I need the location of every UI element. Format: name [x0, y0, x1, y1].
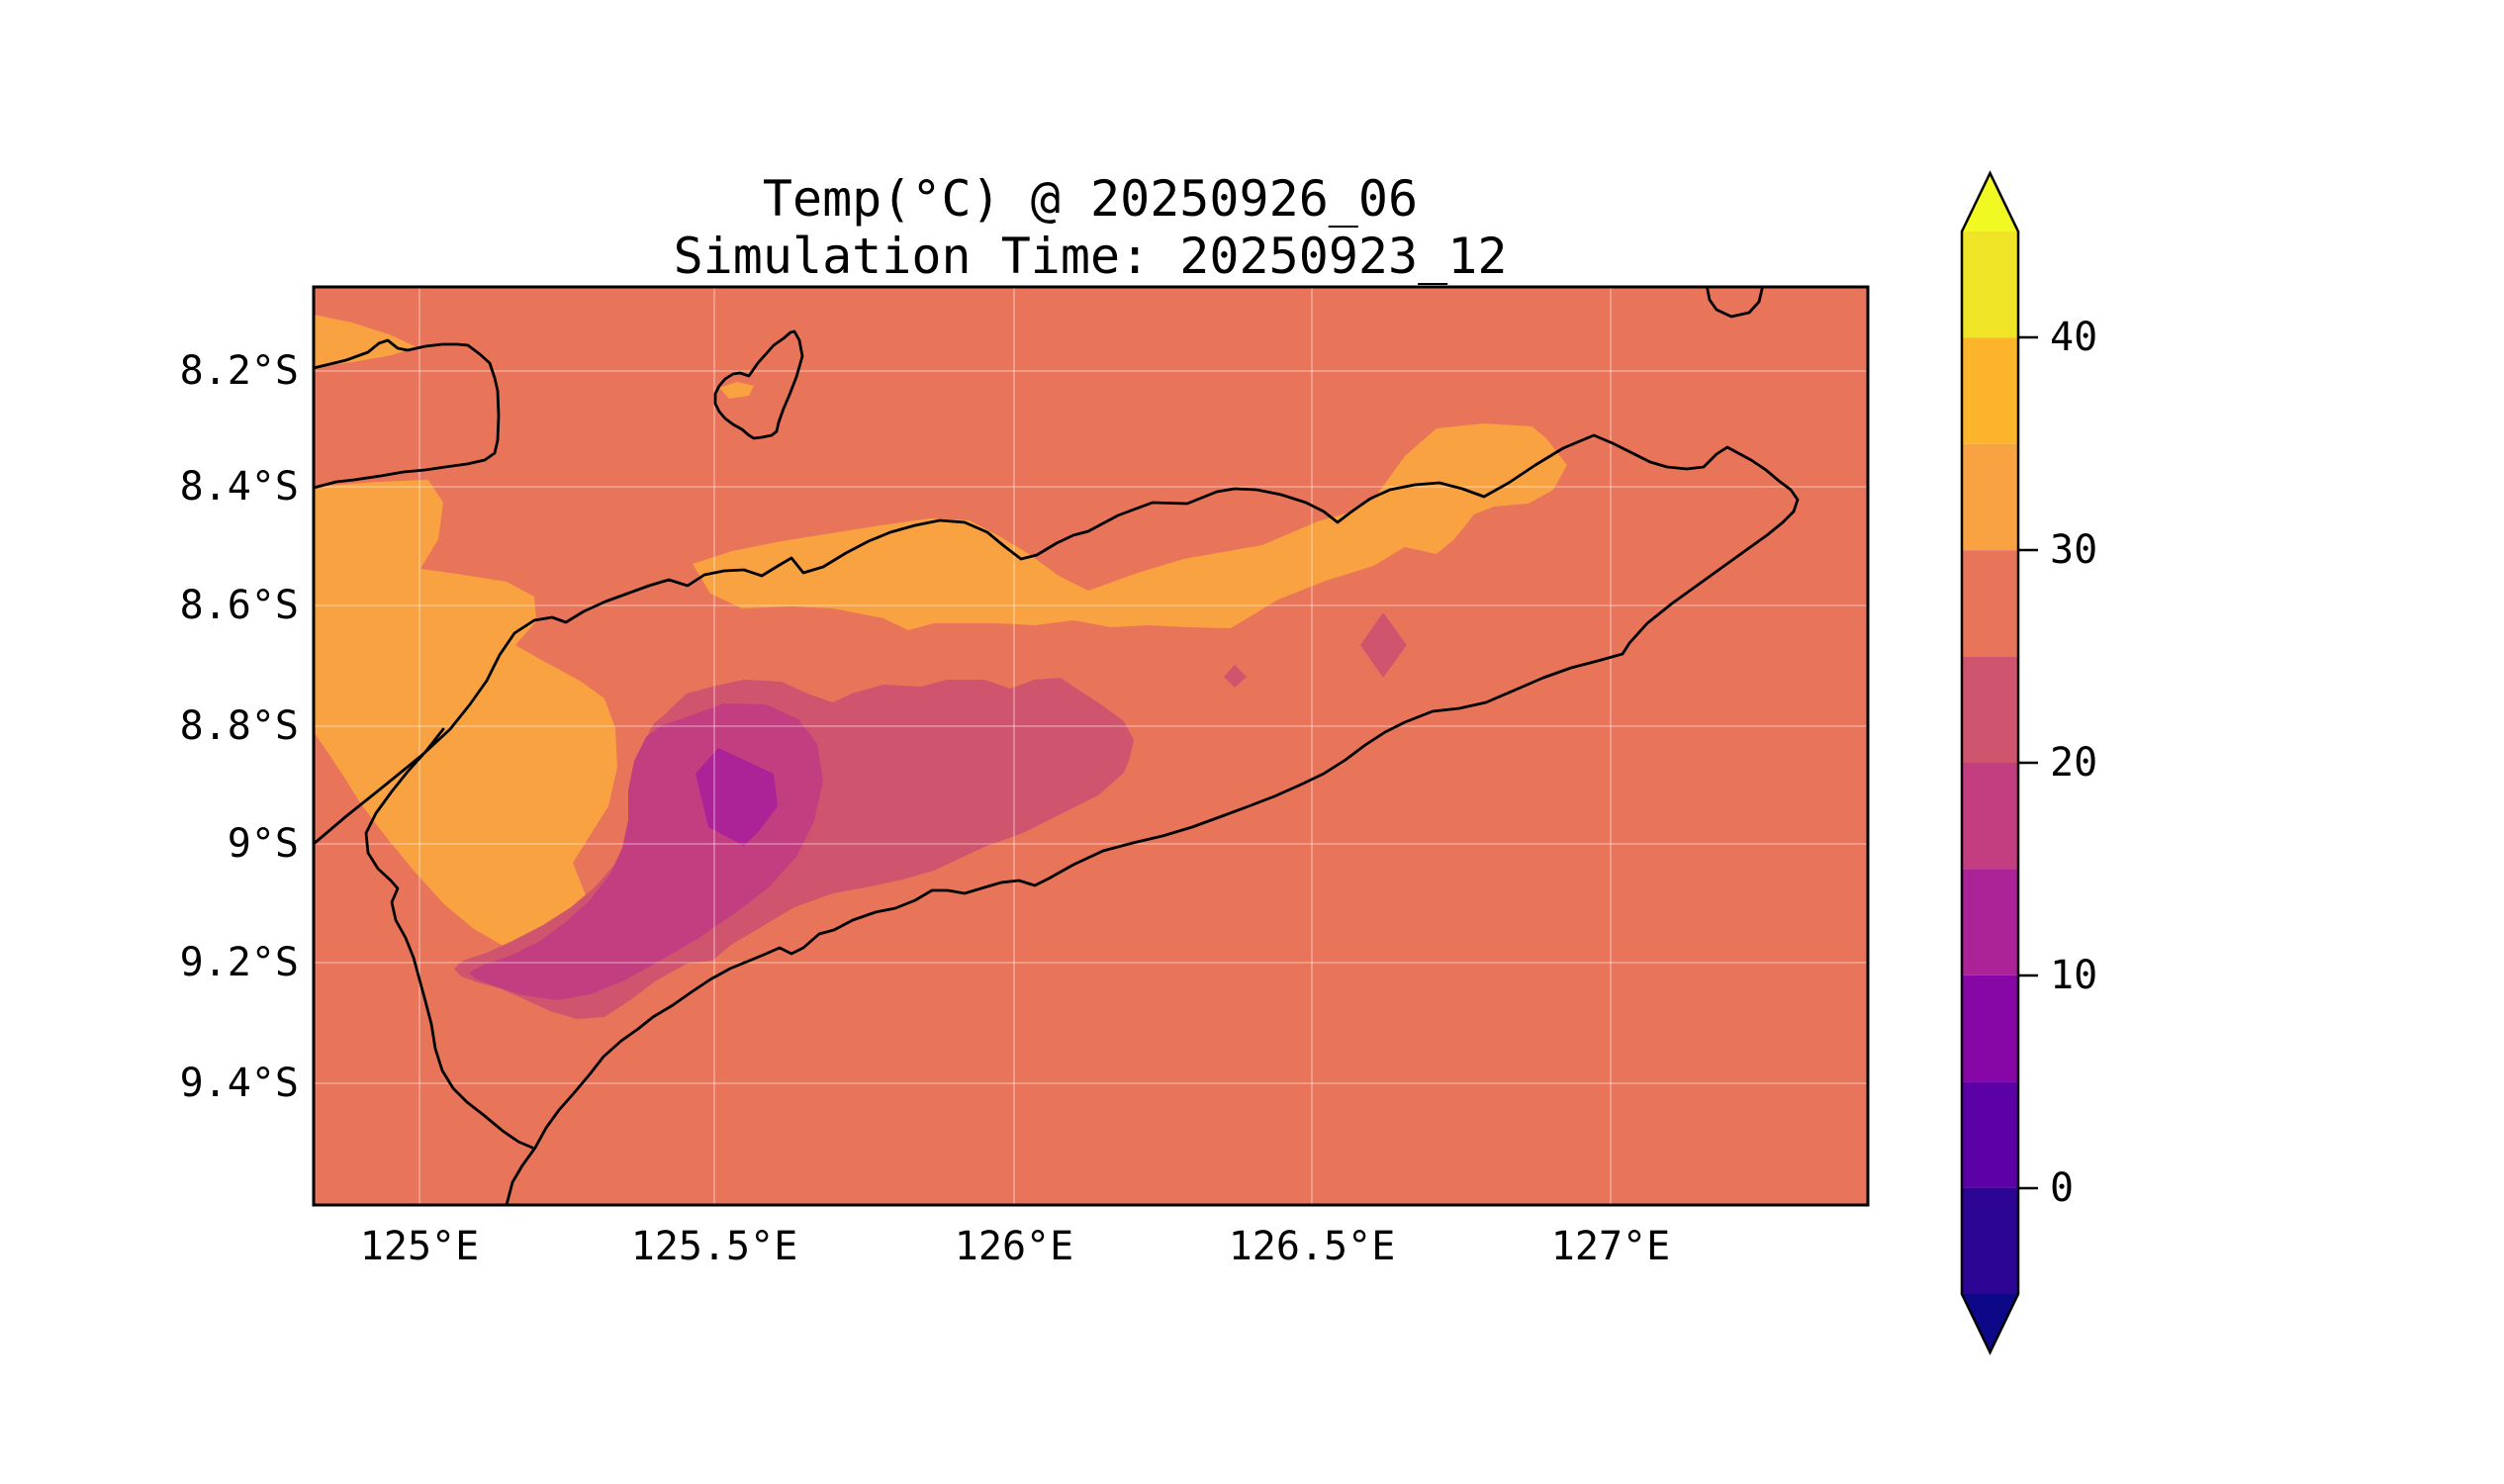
y-tick-label: 8.6°S	[179, 583, 299, 628]
coastline-atauro-island	[713, 329, 804, 440]
colorbar-tick-label: 10	[2050, 953, 2098, 998]
colorbar-arrow-under	[1962, 1294, 2018, 1352]
coastline-west-border	[364, 727, 534, 1150]
coastline-alor-tip	[314, 338, 501, 490]
temp-band-20-25-small-dot	[1224, 665, 1247, 688]
coastline-wetar-fragment	[1705, 287, 1764, 319]
colorbar-band-35-40	[1962, 337, 2018, 444]
colorbar-tick-label: 20	[2050, 740, 2098, 786]
y-tick-label: 9.4°S	[179, 1061, 299, 1106]
colorbar-band-20-25	[1962, 656, 2018, 763]
contour-map	[314, 287, 1868, 1205]
temp-band-30-35-topleft-wedge	[314, 315, 417, 367]
y-tick-label: 9.2°S	[179, 940, 299, 985]
coastlines	[314, 287, 1800, 1205]
temp-band-30-35-north-coast-band	[693, 423, 1567, 630]
chart-subtitle: Simulation Time: 20250923_12	[673, 228, 1508, 285]
coastline-timor-island	[314, 433, 1800, 1205]
colorbar-band-10-15	[1962, 869, 2018, 975]
gridlines	[314, 287, 1868, 1205]
colorbar-tick-label: 0	[2050, 1165, 2075, 1211]
colorbar-band-25-30	[1962, 550, 2018, 657]
colorbar-arrow-over	[1962, 173, 2018, 232]
temp-band-30-35-west-area	[314, 480, 617, 957]
y-tick-label: 8.8°S	[179, 703, 299, 749]
colorbar-band-30-35	[1962, 443, 2018, 551]
temp-band-30-35-atauro-spot	[719, 382, 754, 399]
x-tick-label: 126°E	[954, 1224, 1074, 1269]
colorbar-tick-label: 30	[2050, 527, 2098, 573]
x-tick-label: 126.5°E	[1228, 1224, 1396, 1269]
colorbar-tick-label: 40	[2050, 315, 2098, 360]
colorbar-band-40-45	[1962, 232, 2018, 338]
colorbar-ticks	[2018, 335, 2038, 1190]
y-tick-label: 8.2°S	[179, 348, 299, 394]
chart-title: Temp(°C) @ 20250926_06	[762, 170, 1419, 228]
y-tick-label: 9°S	[227, 821, 299, 867]
x-tick-label: 125.5°E	[630, 1224, 798, 1269]
plot-frame	[312, 285, 1870, 1207]
temp-band-10-15-cold-core	[696, 748, 778, 846]
colorbar-band-m5-0	[1962, 1187, 2018, 1294]
colorbar	[1960, 170, 2038, 1355]
x-tick-label: 127°E	[1550, 1224, 1671, 1269]
y-tick-label: 8.4°S	[179, 464, 299, 510]
colorbar-band-5-10	[1962, 974, 2018, 1082]
colorbar-band-15-20	[1962, 763, 2018, 870]
colorbar-outline	[1960, 170, 2020, 1355]
temp-band-20-25-east-diamond	[1360, 612, 1407, 678]
x-tick-label: 125°E	[359, 1224, 480, 1269]
colorbar-band-0-5	[1962, 1081, 2018, 1188]
